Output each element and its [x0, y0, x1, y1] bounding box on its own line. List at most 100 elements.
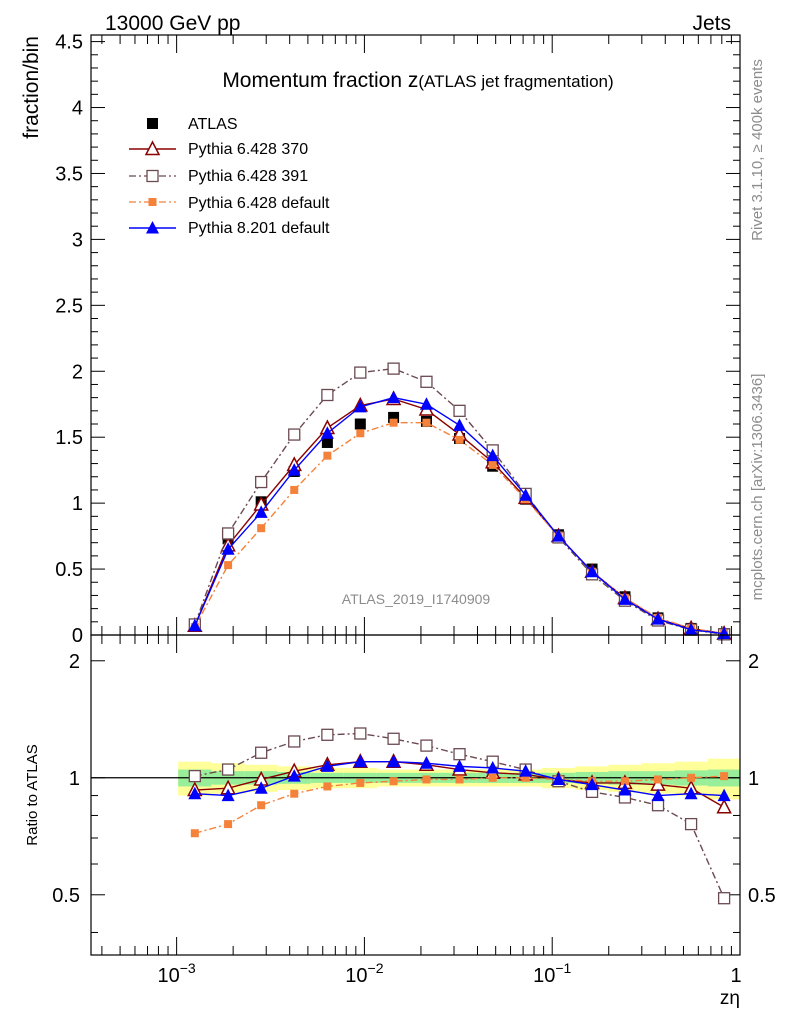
legend-marker-pythia6-default [148, 198, 157, 206]
legend-marker-pythia6-391 [146, 169, 159, 183]
ratio-point-pythia-8-201-default [353, 754, 367, 768]
main-point-pythia-6-428-391 [420, 375, 433, 388]
ratio-point-pythia-6-428-391 [684, 817, 698, 831]
main-point-atlas [321, 436, 333, 448]
main-y-tick-label: 2.5 [55, 295, 83, 317]
main-point-pythia-8-201-default [651, 612, 665, 625]
legend: ATLAS Pythia 6.428 370 Pythia 6.428 391 … [129, 116, 330, 237]
x-axis-label: zη [720, 988, 740, 1009]
main-point-pythia-6-428-default [488, 460, 497, 469]
mcplots-label: mcplots.cern.ch [arXiv:1306.3436] [749, 374, 766, 601]
ratio-series-pythia-6-428-default [190, 772, 729, 838]
rivet-label: Rivet 3.1.10, ≥ 400k events [749, 59, 766, 241]
legend-marker-pythia6-370 [144, 140, 161, 156]
ratio-point-pythia-6-428-default [257, 801, 266, 810]
ratio-point-pythia-6-428-default [687, 773, 696, 782]
main-point-pythia-6-428-default [224, 561, 233, 570]
main-point-pythia-6-428-default [290, 485, 299, 494]
legend-label-pythia8-default: Pythia 8.201 default [188, 220, 330, 237]
main-y-tick-label: 4 [72, 98, 83, 120]
main-point-pythia-6-428-default [422, 418, 431, 427]
ratio-point-pythia-6-428-default [190, 829, 199, 838]
ratio-point-pythia-6-428-391 [188, 769, 201, 783]
main-point-pythia-6-428-391 [321, 388, 334, 402]
ratio-point-pythia-6-428-default [521, 773, 530, 782]
ratio-point-pythia-8-201-default [717, 788, 731, 802]
ratio-x-tick-labels: 10−3 10−2 10−1 1 [158, 960, 742, 987]
main-x-ticks [101, 35, 741, 635]
main-point-atlas [354, 418, 366, 430]
ratio-point-pythia-6-428-391 [651, 799, 665, 812]
ratio-point-pythia-6-428-default [455, 775, 464, 784]
ratio-point-pythia-6-428-391 [321, 728, 334, 741]
main-point-pythia-8-201-default [684, 622, 698, 636]
ratio-x-tick-label: 1 [730, 965, 741, 987]
main-point-pythia-6-428-391 [288, 428, 301, 441]
main-y-tick-label: 0.5 [55, 559, 83, 581]
ratio-x-tick-label: 10−2 [345, 960, 383, 987]
ratio-y-axis-label: Ratio to ATLAS [24, 744, 41, 845]
main-title-main: Momentum fraction z [222, 69, 418, 92]
ratio-y-tick-label-right: 1 [748, 768, 759, 790]
main-y-tick-label: 1.5 [55, 427, 83, 449]
ratio-series-group [187, 727, 732, 905]
main-point-pythia-6-428-default [389, 418, 398, 427]
legend-label-pythia6-391: Pythia 6.428 391 [188, 168, 308, 185]
ratio-point-pythia-6-428-391 [288, 735, 301, 748]
ratio-point-pythia-8-201-default [551, 772, 565, 785]
header-left-label: 13000 GeV pp [105, 12, 240, 35]
ratio-point-pythia-6-428-default [720, 772, 729, 781]
ratio-plot-frame [90, 634, 741, 956]
main-panel: 0 0.5 1 1.5 2 2.5 3 3.5 4 4.5 Momentum fraction z… [20, 32, 741, 647]
main-point-atlas [388, 411, 400, 423]
ratio-y-tick-labels: 0.5 0.5 1 1 2 2 [52, 651, 776, 907]
ratio-point-pythia-6-428-default [654, 775, 663, 784]
ratio-point-pythia-6-428-391 [717, 892, 731, 905]
ratio-y-ticks [91, 660, 740, 933]
legend-entry-pythia6-370: Pythia 6.428 370 [129, 140, 308, 158]
ratio-point-pythia-6-428-default [389, 777, 398, 786]
legend-marker-atlas [147, 118, 158, 129]
main-point-pythia-6-428-391 [387, 362, 400, 375]
ratio-x-tick-label: 10−3 [158, 960, 196, 987]
ratio-y-tick-label-left: 2 [69, 651, 80, 673]
main-point-pythia-8-201-default [353, 399, 367, 413]
ratio-series-pythia-8-201-default [188, 754, 731, 802]
legend-label-atlas: ATLAS [188, 116, 238, 133]
main-point-pythia-8-201-default [221, 542, 235, 555]
main-point-pythia-8-201-default [453, 418, 467, 431]
ratio-point-pythia-8-201-default [453, 759, 467, 772]
main-point-pythia-8-201-default [551, 529, 565, 542]
main-point-pythia-6-428-391 [354, 366, 367, 379]
main-point-pythia-8-201-default [419, 397, 433, 410]
legend-entry-atlas: ATLAS [147, 116, 238, 133]
ratio-point-pythia-6-428-default [488, 773, 497, 782]
main-y-tick-label: 2 [72, 361, 83, 383]
main-point-pythia-8-201-default [519, 488, 533, 501]
ratio-point-pythia-8-201-default [651, 788, 665, 802]
main-point-pythia-6-428-391 [255, 475, 268, 489]
main-point-pythia-6-428-391 [221, 527, 235, 540]
ratio-point-pythia-6-428-370 [716, 798, 732, 814]
ratio-x-tick-label: 10−1 [533, 960, 571, 987]
ratio-point-pythia-6-428-391 [453, 748, 466, 761]
ratio-point-pythia-6-428-391 [387, 732, 400, 745]
main-series-pythia-8-201-default [188, 390, 731, 640]
main-y-tick-labels: 0 0.5 1 1.5 2 2.5 3 3.5 4 4.5 [55, 32, 83, 647]
ratio-point-pythia-8-201-default [320, 759, 334, 772]
ratio-point-pythia-8-201-default [419, 756, 433, 769]
main-point-pythia-8-201-default [387, 390, 401, 404]
main-y-tick-label: 1 [72, 493, 83, 515]
ratio-point-pythia-6-428-391 [354, 727, 367, 740]
ratio-point-pythia-8-201-default [221, 788, 235, 802]
main-title-sub: (ATLAS jet fragmentation) [418, 72, 613, 91]
main-title: Momentum fraction z(ATLAS jet fragmentat… [222, 69, 613, 92]
legend-entry-pythia6-391: Pythia 6.428 391 [129, 168, 308, 185]
ratio-point-pythia-6-428-391 [255, 746, 268, 759]
ratio-point-pythia-6-428-default [290, 789, 299, 798]
ratio-point-pythia-8-201-default [519, 764, 533, 777]
main-point-pythia-8-201-default [320, 426, 334, 439]
ratio-point-pythia-8-201-default [387, 754, 401, 768]
ratio-point-pythia-8-201-default [585, 777, 599, 791]
